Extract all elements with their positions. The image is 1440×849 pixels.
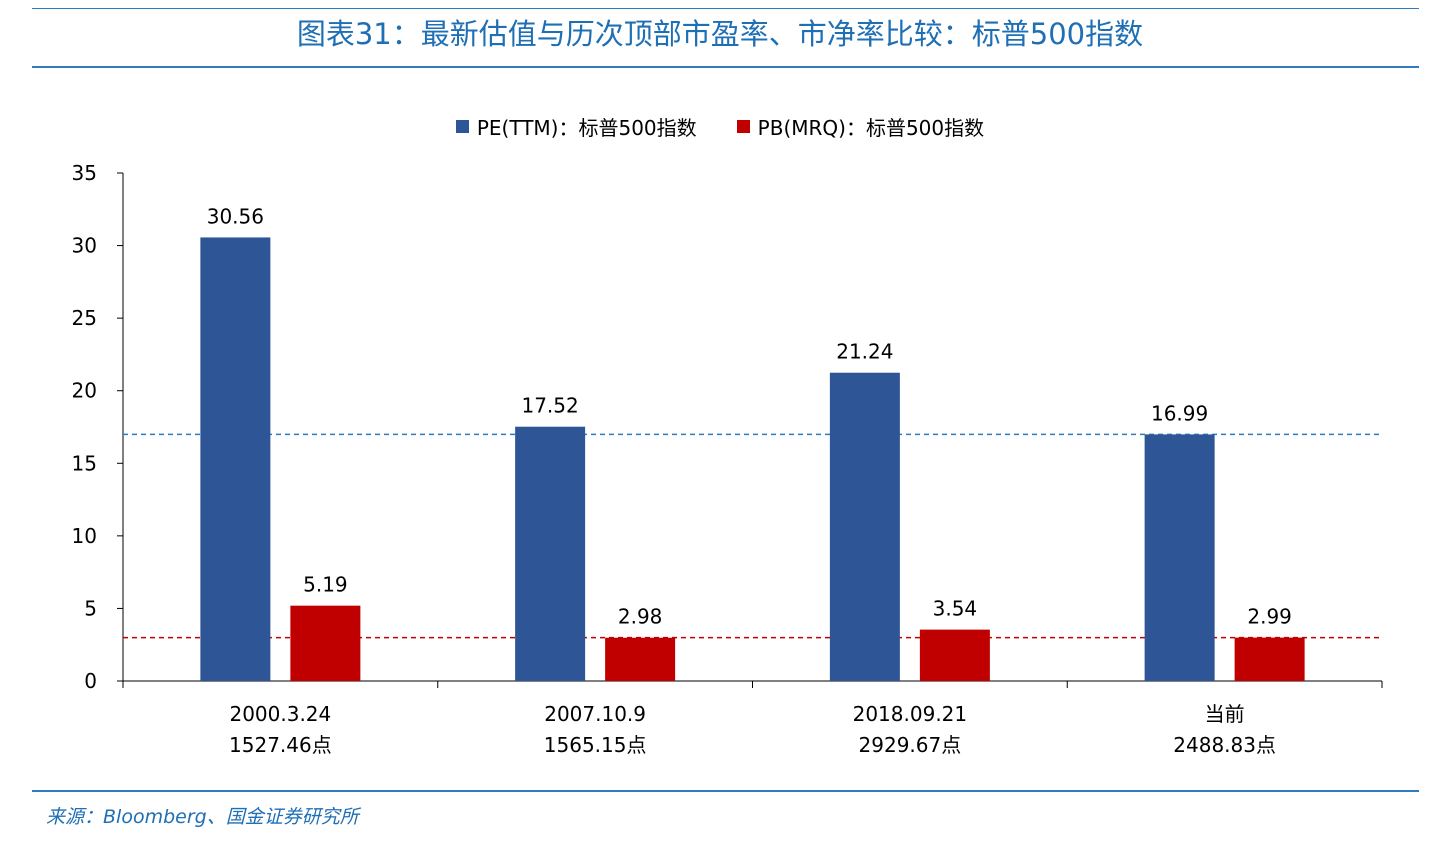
bar-pb [605, 637, 676, 681]
legend-item-pb: PB(MRQ)：标普500指数 [736, 112, 985, 141]
data-label-pe: 17.52 [521, 394, 578, 418]
legend-label-pb: PB(MRQ)：标普500指数 [757, 116, 985, 140]
data-label-pe: 30.56 [207, 204, 264, 228]
legend-swatch-pb [736, 120, 750, 133]
data-label-pb: 5.19 [303, 573, 348, 597]
bar-pe [515, 426, 586, 681]
source-divider [32, 790, 1419, 792]
title-underline [32, 66, 1419, 68]
bar-pe [200, 237, 271, 682]
x-category-label: 2007.10.9 [544, 702, 646, 726]
y-tick-label: 20 [72, 379, 97, 403]
y-tick-label: 10 [72, 524, 97, 548]
x-category-label: 当前 [1205, 702, 1245, 726]
source-note: 来源：Bloomberg、国金证券研究所 [46, 806, 359, 828]
bar-pb [919, 629, 990, 681]
x-category-label: 2000.3.24 [229, 702, 331, 726]
chart-legend: PE(TTM)：标普500指数 PB(MRQ)：标普500指数 [0, 112, 1440, 141]
y-tick-label: 35 [72, 161, 97, 185]
y-tick-label: 15 [72, 451, 97, 475]
x-category-sublabel: 1527.46点 [229, 733, 332, 757]
legend-item-pe: PE(TTM)：标普500指数 [455, 112, 697, 141]
data-label-pe: 16.99 [1151, 401, 1208, 425]
data-label-pb: 2.99 [1247, 605, 1292, 629]
bar-pe [1144, 434, 1215, 681]
legend-swatch-pe [455, 120, 469, 133]
y-tick-label: 25 [72, 306, 97, 330]
top-border-line [32, 8, 1419, 9]
y-tick-label: 5 [84, 596, 97, 620]
legend-label-pe: PE(TTM)：标普500指数 [476, 116, 697, 140]
chart-title: 图表31：最新估值与历次顶部市盈率、市净率比较：标普500指数 [296, 17, 1144, 51]
bar-pb [1234, 637, 1305, 681]
x-category-label: 2018.09.21 [853, 702, 968, 726]
x-category-sublabel: 2488.83点 [1173, 733, 1276, 757]
x-category-sublabel: 1565.15点 [544, 733, 647, 757]
x-category-sublabel: 2929.67点 [859, 733, 962, 757]
y-tick-label: 0 [84, 669, 97, 693]
data-label-pe: 21.24 [836, 340, 893, 364]
data-label-pb: 3.54 [933, 597, 978, 621]
data-label-pb: 2.98 [618, 605, 663, 629]
y-tick-label: 30 [72, 234, 97, 258]
bar-pb [290, 605, 361, 681]
bar-pe [829, 372, 900, 681]
